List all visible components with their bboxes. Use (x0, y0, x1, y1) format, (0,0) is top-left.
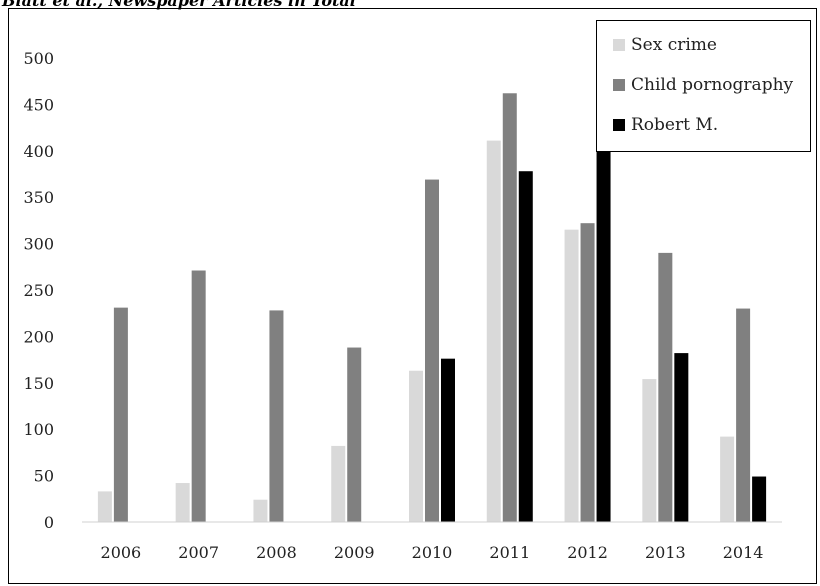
bar-sex-crime-2008 (253, 499, 268, 522)
legend-label-robert-m: Robert M. (631, 115, 719, 135)
bar-child-pornography-2007 (191, 270, 206, 522)
x-tick-label: 2014 (723, 543, 764, 562)
bar-sex-crime-2013 (642, 379, 657, 522)
bar-robert-m-2010 (441, 358, 455, 522)
y-tick-label: 0 (44, 513, 54, 532)
y-tick-label: 250 (23, 281, 54, 300)
bar-child-pornography-2012 (580, 223, 595, 522)
bar-sex-crime-2012 (564, 229, 579, 522)
x-tick-label: 2011 (489, 543, 530, 562)
bar-child-pornography-2010 (425, 179, 439, 522)
bar-sex-crime-2009 (331, 445, 346, 522)
bar-child-pornography-2009 (347, 347, 362, 522)
y-tick-label: 400 (23, 142, 54, 161)
bar-robert-m-2014 (752, 476, 767, 522)
bar-sex-crime-2014 (720, 436, 735, 522)
bars-group (97, 71, 767, 523)
y-tick-label: 50 (34, 467, 54, 486)
x-tick-label: 2009 (334, 543, 375, 562)
y-tick-label: 200 (23, 327, 54, 346)
bar-robert-m-2012 (596, 71, 611, 523)
y-tick-label: 350 (23, 188, 54, 207)
legend-item-sex-crime: Sex crime (613, 35, 717, 55)
x-tick-label: 2006 (101, 543, 142, 562)
y-tick-label: 450 (23, 95, 54, 114)
y-tick-label: 500 (23, 49, 54, 68)
x-axis: 2006 2007 2008 2009 2010 2011 2012 2013 2014 (82, 521, 782, 562)
legend-swatch-child-pornography (613, 79, 625, 91)
legend-item-child-pornography: Child pornography (613, 75, 793, 95)
chart-frame (8, 8, 817, 584)
bar-sex-crime-2011 (486, 140, 501, 523)
y-axis: 0 50 100 150 200 250 300 350 400 450 500 (23, 49, 54, 532)
bar-sex-crime-2010 (409, 370, 423, 522)
x-tick-label: 2010 (412, 543, 453, 562)
bar-robert-m-2013 (674, 353, 689, 522)
x-tick-label: 2012 (567, 543, 608, 562)
bar-child-pornography-2013 (658, 252, 673, 522)
legend: Sex crime Child pornography Robert M. (596, 20, 811, 152)
legend-swatch-robert-m (613, 119, 625, 131)
legend-swatch-sex-crime (613, 39, 625, 51)
y-tick-label: 300 (23, 235, 54, 254)
bar-robert-m-2011 (518, 171, 533, 522)
bar-sex-crime-2006 (97, 491, 112, 522)
bar-child-pornography-2008 (269, 310, 284, 522)
y-tick-label: 100 (23, 420, 54, 439)
bar-child-pornography-2006 (113, 307, 128, 522)
bar-sex-crime-2007 (175, 483, 190, 522)
bar-child-pornography-2011 (502, 93, 517, 522)
y-tick-label: 150 (23, 374, 54, 393)
x-tick-label: 2008 (256, 543, 297, 562)
x-tick-label: 2007 (178, 543, 219, 562)
legend-label-sex-crime: Sex crime (631, 35, 717, 55)
legend-item-robert-m: Robert M. (613, 115, 718, 135)
chart-caption: Blatt et al., Newspaper Articles in Tota… (2, 0, 356, 10)
legend-label-child-pornography: Child pornography (631, 75, 794, 95)
x-tick-label: 2013 (645, 543, 686, 562)
bar-child-pornography-2014 (736, 308, 751, 522)
